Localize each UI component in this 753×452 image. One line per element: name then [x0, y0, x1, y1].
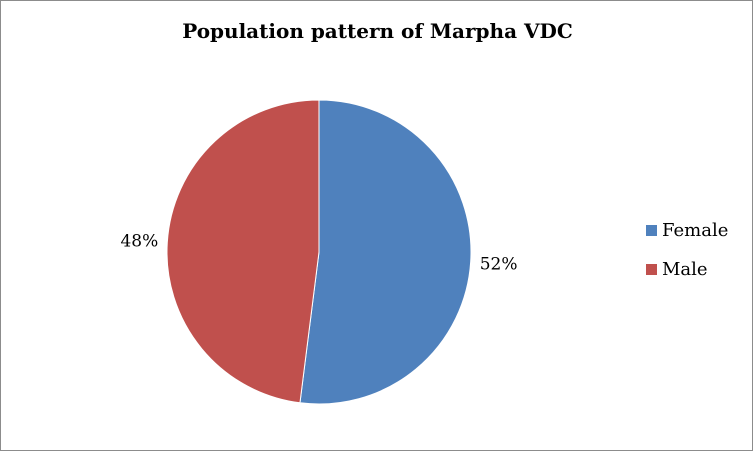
- legend-item-female[interactable]: Female: [646, 219, 729, 241]
- chart-title: Population pattern of Marpha VDC: [182, 19, 573, 43]
- data-label-male: 48%: [120, 232, 158, 252]
- legend-label-male: Male: [662, 258, 708, 280]
- pie-slices: [166, 99, 472, 405]
- pie-slice-male[interactable]: [166, 99, 320, 404]
- legend: Female Male: [646, 220, 728, 298]
- pie-labels: 52% 48%: [120, 232, 517, 275]
- data-label-female: 52%: [480, 254, 518, 274]
- legend-label-female: Female: [662, 219, 729, 241]
- legend-item-male[interactable]: Male: [646, 258, 728, 280]
- pie-slice-female[interactable]: [299, 99, 472, 405]
- legend-swatch-female: [646, 224, 657, 236]
- legend-swatch-male: [646, 263, 657, 275]
